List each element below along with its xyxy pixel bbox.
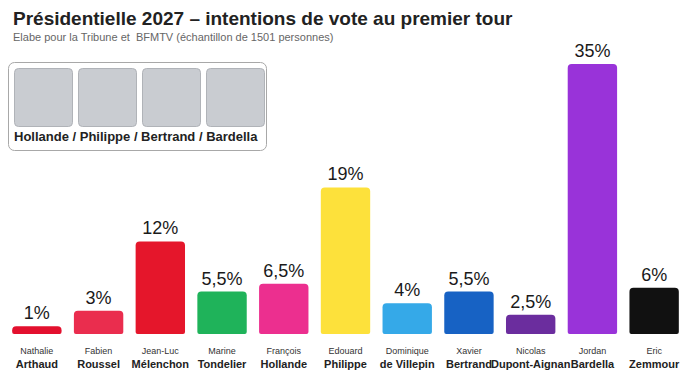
svg-text:Présidentielle 2027 – intentio: Présidentielle 2027 – intentions de vote… [13,8,513,29]
svg-text:6,5%: 6,5% [263,261,304,281]
svg-text:de Villepin: de Villepin [380,358,435,370]
svg-text:12%: 12% [142,218,178,238]
svg-text:François: François [267,346,302,356]
svg-text:6%: 6% [641,265,667,285]
svg-text:Hollande: Hollande [261,358,307,370]
svg-text:Fabien: Fabien [85,346,113,356]
svg-text:Mélenchon: Mélenchon [132,358,190,370]
svg-text:2,5%: 2,5% [510,292,551,312]
svg-text:Xavier: Xavier [456,346,482,356]
svg-text:Eric: Eric [646,346,662,356]
svg-text:19%: 19% [327,164,363,184]
svg-text:Marine: Marine [208,346,236,356]
svg-text:4%: 4% [394,280,420,300]
svg-text:Jordan: Jordan [579,346,607,356]
svg-text:Elabe pour la Tribune et BFMT: Elabe pour la Tribune et BFMTV (échantil… [13,31,333,43]
svg-text:Bertrand: Bertrand [446,358,492,370]
svg-text:Bardella: Bardella [571,358,615,370]
svg-text:3%: 3% [86,288,112,308]
svg-text:Zemmour: Zemmour [629,358,680,370]
svg-text:Dominique: Dominique [386,346,429,356]
svg-text:Arthaud: Arthaud [16,358,58,370]
svg-text:Nathalie: Nathalie [20,346,53,356]
svg-text:Philippe: Philippe [324,358,367,370]
svg-text:Nicolas: Nicolas [516,346,546,356]
svg-text:Jean-Luc: Jean-Luc [142,346,180,356]
svg-text:5,5%: 5,5% [448,269,489,289]
svg-text:Edouard: Edouard [328,346,362,356]
svg-text:1%: 1% [24,303,50,323]
svg-text:Roussel: Roussel [77,358,120,370]
svg-text:5,5%: 5,5% [202,269,243,289]
svg-text:Tondelier: Tondelier [198,358,247,370]
svg-text:35%: 35% [574,41,610,61]
svg-text:Dupont-Aignan: Dupont-Aignan [491,358,571,370]
svg-text:Hollande / Philippe / Bertrand: Hollande / Philippe / Bertrand / Bardell… [14,129,258,144]
